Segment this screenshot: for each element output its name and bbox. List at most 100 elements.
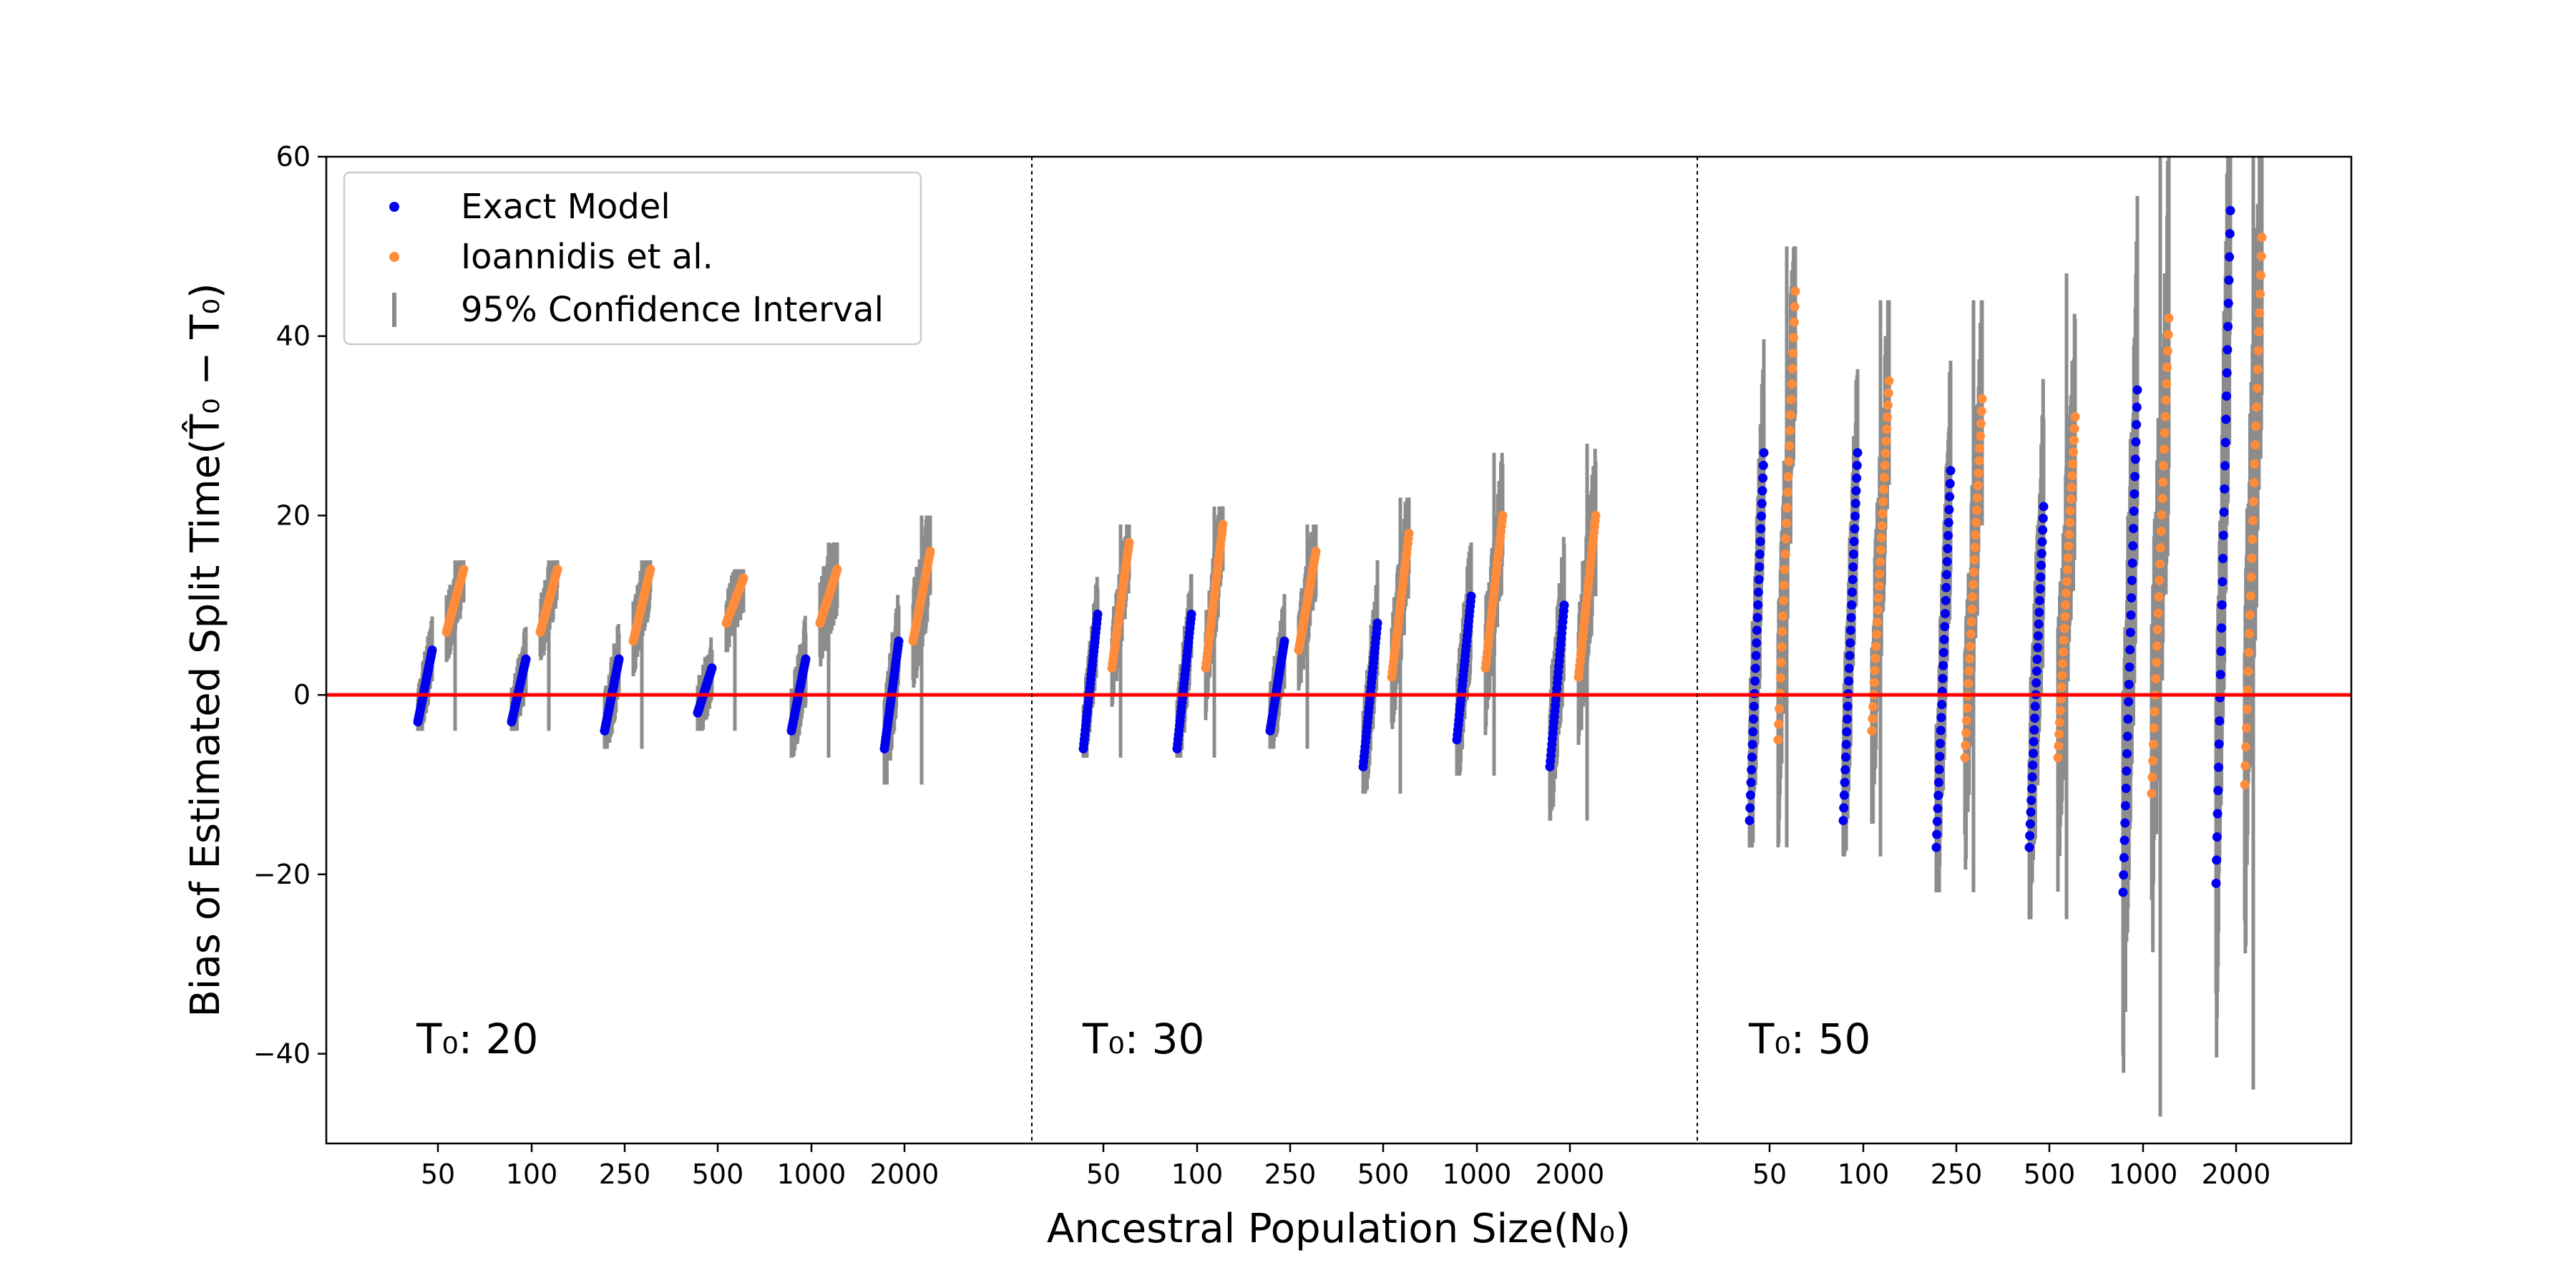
exact-model-point bbox=[1748, 727, 1758, 737]
exact-model-point bbox=[1745, 816, 1755, 826]
ioannidis-point bbox=[2254, 327, 2264, 337]
exact-model-point bbox=[1849, 537, 1859, 547]
exact-model-point bbox=[2212, 832, 2222, 842]
exact-model-point bbox=[2124, 679, 2134, 689]
exact-model-point bbox=[2031, 666, 2041, 676]
ioannidis-point bbox=[1883, 412, 1893, 422]
exact-model-point bbox=[2212, 855, 2222, 865]
ioannidis-point bbox=[1964, 666, 1974, 676]
ioannidis-point bbox=[2251, 421, 2261, 431]
ioannidis-point bbox=[2241, 723, 2251, 733]
exact-model-point bbox=[2025, 819, 2035, 829]
ioannidis-point bbox=[1788, 348, 1798, 358]
exact-model-point bbox=[1845, 625, 1855, 635]
ioannidis-point bbox=[2160, 428, 2170, 438]
x-tick-label: 1000 bbox=[777, 1158, 847, 1190]
ioannidis-point bbox=[1976, 406, 1986, 416]
ioannidis-point bbox=[1977, 394, 1987, 404]
exact-model-point bbox=[1943, 544, 1953, 554]
ioannidis-point bbox=[2248, 515, 2258, 525]
ioannidis-point bbox=[2253, 346, 2263, 356]
x-tick-label: 1000 bbox=[2109, 1158, 2178, 1190]
exact-model-point bbox=[2033, 643, 2043, 653]
ioannidis-point bbox=[1878, 497, 1888, 507]
exact-model-point bbox=[2122, 748, 2132, 758]
ioannidis-point bbox=[2152, 658, 2162, 668]
exact-model-point bbox=[1945, 479, 1955, 489]
exact-model-point bbox=[2220, 437, 2230, 447]
exact-model-point bbox=[2120, 801, 2130, 811]
exact-model-point bbox=[2026, 796, 2036, 806]
ioannidis-point bbox=[1311, 547, 1321, 557]
ioannidis-point bbox=[1967, 604, 1977, 614]
ioannidis-point bbox=[2147, 789, 2157, 799]
exact-model-point bbox=[1848, 549, 1858, 559]
ioannidis-point bbox=[1789, 317, 1799, 327]
ioannidis-point bbox=[1879, 472, 1889, 482]
ioannidis-point bbox=[2247, 553, 2257, 563]
exact-model-point bbox=[1752, 625, 1762, 635]
ioannidis-point bbox=[1880, 460, 1890, 470]
ioannidis-point bbox=[1404, 529, 1414, 539]
exact-model-point bbox=[1850, 499, 1860, 509]
ioannidis-point bbox=[2243, 666, 2253, 676]
exact-model-point bbox=[2218, 554, 2228, 564]
exact-model-point bbox=[2218, 577, 2228, 587]
legend-marker-exact bbox=[389, 202, 399, 212]
ioannidis-point bbox=[1782, 518, 1792, 528]
exact-model-point bbox=[1746, 778, 1756, 788]
ioannidis-point bbox=[2061, 600, 2071, 610]
ioannidis-point bbox=[2240, 780, 2250, 790]
exact-model-point bbox=[707, 663, 717, 673]
exact-model-point bbox=[2127, 575, 2137, 585]
ioannidis-point bbox=[1776, 658, 1786, 668]
ioannidis-point bbox=[1961, 716, 1971, 726]
exact-model-point bbox=[1753, 587, 1763, 597]
exact-model-point bbox=[1943, 517, 1953, 527]
ioannidis-point bbox=[2244, 648, 2254, 658]
exact-model-point bbox=[2118, 887, 2128, 897]
ioannidis-point bbox=[2155, 559, 2165, 569]
exact-model-point bbox=[1839, 803, 1849, 813]
exact-model-point bbox=[2119, 835, 2129, 845]
ioannidis-point bbox=[1880, 449, 1890, 459]
exact-model-point bbox=[1847, 600, 1857, 610]
ioannidis-point bbox=[1777, 642, 1787, 652]
ioannidis-point bbox=[1872, 618, 1882, 628]
ioannidis-point bbox=[1874, 581, 1884, 591]
y-tick-label: 20 bbox=[276, 499, 311, 531]
exact-model-point bbox=[427, 645, 437, 655]
exact-model-point bbox=[2131, 437, 2141, 447]
exact-model-point bbox=[1941, 570, 1951, 580]
x-tick-label: 100 bbox=[506, 1158, 558, 1190]
exact-model-point bbox=[2125, 628, 2135, 638]
exact-model-point bbox=[1939, 635, 1949, 645]
exact-model-point bbox=[2129, 489, 2140, 499]
exact-model-point bbox=[2132, 385, 2142, 395]
exact-model-point bbox=[1932, 829, 1942, 839]
ioannidis-point bbox=[2242, 704, 2252, 714]
exact-model-point bbox=[2224, 275, 2234, 285]
x-tick-label: 50 bbox=[1086, 1158, 1121, 1190]
ioannidis-point bbox=[1782, 503, 1792, 513]
exact-model-point bbox=[2221, 414, 2231, 424]
ioannidis-point bbox=[2240, 761, 2250, 771]
ioannidis-point bbox=[1969, 555, 1979, 565]
exact-model-point bbox=[1942, 557, 1952, 567]
legend-marker-ioannidis bbox=[389, 252, 399, 262]
ioannidis-point bbox=[1962, 703, 1972, 713]
x-tick-label: 500 bbox=[1357, 1158, 1410, 1190]
ioannidis-point bbox=[1971, 517, 1981, 527]
ioannidis-point bbox=[1966, 617, 1976, 627]
exact-model-point bbox=[2124, 662, 2135, 672]
exact-model-point bbox=[2130, 472, 2140, 482]
ioannidis-point bbox=[2057, 682, 2067, 692]
ioannidis-point bbox=[2255, 308, 2265, 318]
ioannidis-point bbox=[1780, 565, 1790, 575]
exact-model-point bbox=[1843, 714, 1853, 724]
exact-model-point bbox=[1944, 504, 1954, 514]
exact-model-point bbox=[1759, 448, 1769, 458]
panel-label: T₀: 50 bbox=[1748, 1015, 1870, 1063]
exact-model-point bbox=[2223, 298, 2233, 308]
ioannidis-point bbox=[2065, 506, 2075, 516]
